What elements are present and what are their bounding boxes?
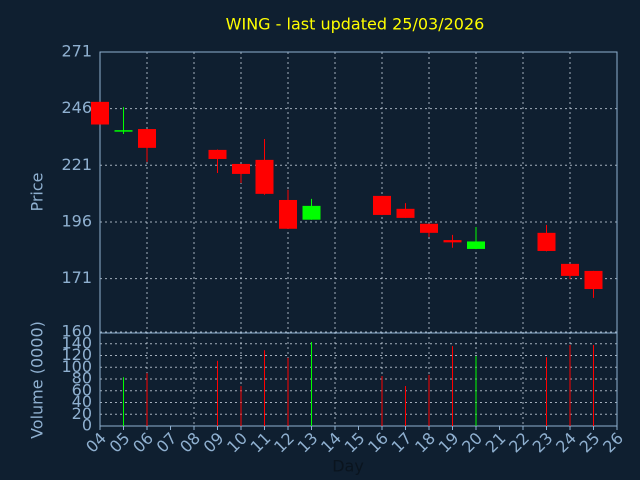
volume-bar	[428, 374, 430, 426]
y-tick-label: 171	[61, 268, 92, 287]
y-tick-label: 40	[72, 392, 92, 411]
candle-body	[420, 223, 438, 233]
volume-bar	[287, 357, 289, 426]
volume-bar	[569, 344, 571, 426]
candle-body	[91, 101, 109, 125]
y-tick-label: 60	[72, 380, 92, 399]
candle-body	[443, 240, 462, 243]
y-tick-label: 120	[61, 345, 92, 364]
volume-bar	[240, 386, 242, 426]
y-axis-label: Volume (0000)	[28, 321, 47, 439]
plot-frame	[99, 332, 618, 427]
candle-body	[537, 232, 556, 251]
chart-title: WING - last updated 25/03/2026	[226, 15, 485, 34]
plot-frame	[99, 51, 618, 334]
y-tick-label: 0	[82, 416, 92, 435]
candle-body	[396, 208, 415, 218]
volume-bar	[381, 376, 383, 426]
y-tick-label: 160	[61, 322, 92, 341]
volume-bar	[311, 341, 312, 426]
y-tick-label: 140	[61, 333, 92, 352]
volume-bar	[264, 350, 265, 426]
volume-bar	[217, 360, 218, 426]
candle-body	[467, 241, 485, 249]
candle-body	[561, 263, 579, 276]
candle-body	[373, 195, 391, 215]
candle-body	[584, 270, 603, 290]
candle-body	[255, 159, 274, 194]
candle-body	[138, 129, 156, 148]
volume-bar	[593, 344, 594, 426]
candle-body	[279, 199, 297, 229]
volume-bar	[452, 346, 453, 426]
volume-bar	[123, 377, 124, 426]
y-tick-label: 20	[72, 404, 92, 423]
volume-bar	[546, 357, 547, 426]
y-tick-label: 80	[72, 369, 92, 388]
y-tick-label: 100	[61, 357, 92, 376]
y-tick-label: 196	[61, 211, 92, 230]
candle-body	[114, 130, 133, 132]
volume-bar	[405, 386, 406, 426]
x-tick-label: 26	[599, 429, 627, 457]
candle-body	[302, 205, 321, 220]
y-axis-label: Price	[28, 172, 47, 211]
volume-bar	[475, 356, 477, 426]
candle-body	[208, 149, 227, 159]
x-axis-label: Day	[332, 457, 364, 476]
y-tick-label: 221	[61, 155, 92, 174]
candle-body	[232, 163, 250, 174]
y-tick-label: 246	[61, 98, 92, 117]
volume-bar	[146, 373, 148, 426]
y-tick-label: 271	[61, 42, 92, 61]
